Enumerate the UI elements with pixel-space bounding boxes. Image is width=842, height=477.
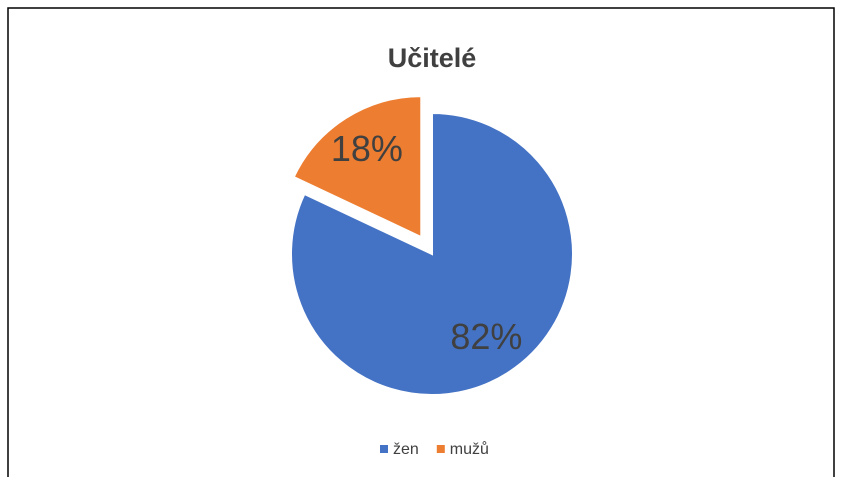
legend-swatch bbox=[380, 445, 388, 453]
legend-swatch bbox=[436, 445, 445, 453]
chart-title: Učitelé bbox=[388, 43, 477, 73]
legend-label: mužů bbox=[450, 440, 489, 458]
data-label: 18% bbox=[331, 128, 403, 169]
pie-slice bbox=[290, 111, 574, 396]
data-label: 82% bbox=[450, 316, 522, 357]
chart-frame bbox=[7, 7, 835, 477]
legend-label: žen bbox=[393, 441, 419, 458]
pie-slice bbox=[292, 95, 423, 239]
